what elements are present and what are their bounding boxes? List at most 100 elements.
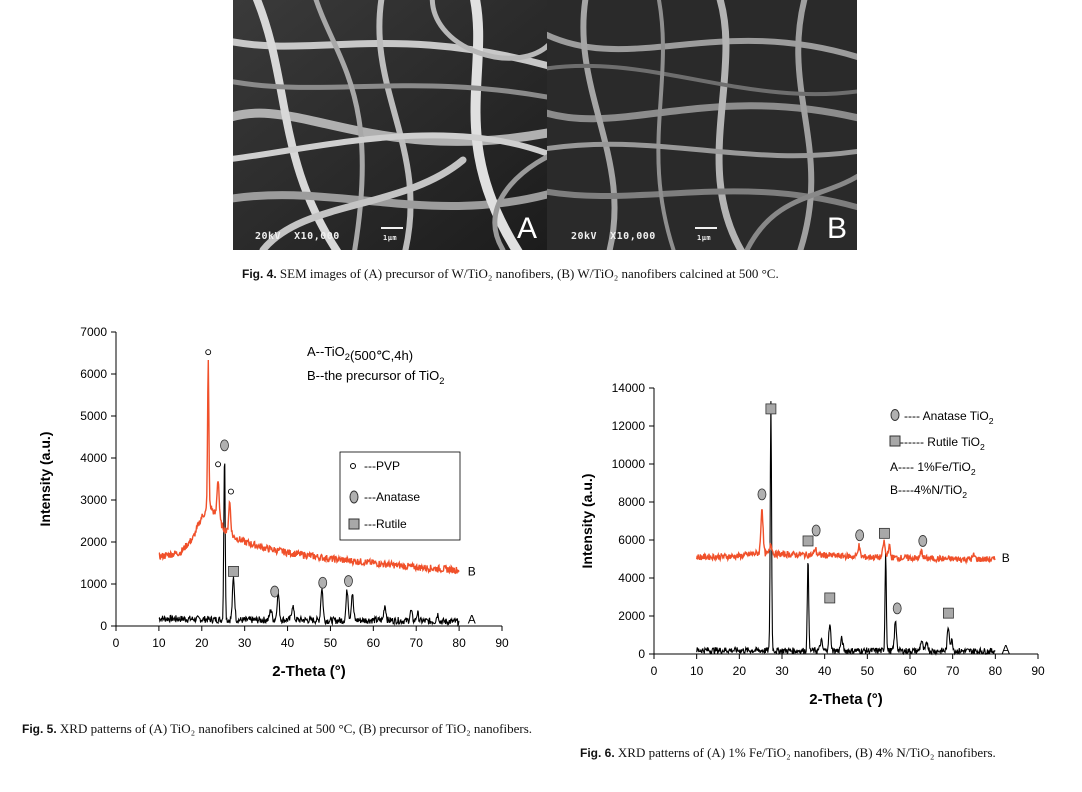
legend-label: ---PVP bbox=[364, 459, 400, 473]
legend-rutile-icon bbox=[348, 518, 360, 530]
y-tick-label: 5000 bbox=[80, 409, 107, 423]
x-tick-label: 0 bbox=[651, 664, 658, 678]
fig5-xrd-chart: 0 1000 2000 3000 4000 5000 6000 7000 0 10 20 30 40 50… bbox=[37, 325, 509, 680]
y-tick-label: 7000 bbox=[80, 325, 107, 339]
legend-label: ------ Rutile TiO2 bbox=[900, 435, 985, 452]
fig5-caption: Fig. 5. XRD patterns of (A) TiO₂ nanofib… bbox=[22, 721, 542, 737]
y-tick-label: 8000 bbox=[618, 495, 645, 509]
y-tick-label: 4000 bbox=[618, 571, 645, 585]
panel-letter-a: A bbox=[516, 212, 537, 245]
legend-rutile-icon bbox=[889, 435, 901, 447]
x-tick-label: 70 bbox=[410, 636, 424, 650]
fig4-caption-label: Fig. 4. bbox=[242, 267, 277, 281]
y-tick-label: 4000 bbox=[80, 451, 107, 465]
series-label-A: A bbox=[468, 613, 476, 627]
rutile-marker bbox=[228, 565, 239, 577]
rutile-marker bbox=[802, 535, 814, 547]
legend-label: ---Rutile bbox=[364, 517, 407, 531]
series-B-line bbox=[158, 359, 460, 575]
y-tick-label: 10000 bbox=[612, 457, 646, 471]
pvp-marker bbox=[215, 461, 222, 468]
fig6-caption-label: Fig. 6. bbox=[580, 746, 615, 760]
x-tick-label: 30 bbox=[775, 664, 789, 678]
anatase-marker bbox=[270, 585, 280, 598]
x-tick-label: 90 bbox=[1031, 664, 1045, 678]
x-tick-label: 80 bbox=[452, 636, 466, 650]
x-tick-label: 70 bbox=[946, 664, 960, 678]
series-B-line bbox=[696, 509, 996, 565]
x-tick-label: 40 bbox=[818, 664, 832, 678]
y-tick-label: 2000 bbox=[618, 609, 645, 623]
y-tick-label: 0 bbox=[638, 647, 645, 661]
legend-label: ---Anatase bbox=[364, 490, 420, 504]
annotation-b: B--the precursor of TiO2 bbox=[307, 368, 444, 386]
rutile-marker bbox=[824, 592, 836, 604]
rutile-marker bbox=[878, 527, 890, 539]
scale-label-b: 1μm bbox=[697, 234, 712, 242]
anatase-marker bbox=[757, 488, 767, 501]
x-tick-label: 50 bbox=[324, 636, 338, 650]
x-tick-label: 20 bbox=[195, 636, 209, 650]
rutile-marker bbox=[942, 607, 954, 619]
legend-box bbox=[339, 451, 461, 541]
sem-fiber-texture-a bbox=[233, 0, 547, 250]
sem-image-a: 20kV X10,000 1μm A bbox=[233, 0, 547, 250]
series-label-A: A bbox=[1002, 642, 1010, 656]
series-label-B: B bbox=[468, 564, 476, 578]
series-label-B: B bbox=[1002, 551, 1010, 565]
x-tick-label: 60 bbox=[367, 636, 381, 650]
fig6-caption: Fig. 6. XRD patterns of (A) 1% Fe/TiO₂ n… bbox=[580, 745, 1080, 761]
y-tick-label: 1000 bbox=[80, 577, 107, 591]
anatase-marker bbox=[344, 575, 353, 587]
legend-anatase-icon bbox=[349, 490, 359, 504]
y-tick-label: 0 bbox=[100, 619, 107, 633]
y-tick-label: 14000 bbox=[612, 381, 646, 395]
x-tick-label: 80 bbox=[989, 664, 1003, 678]
pvp-marker bbox=[205, 349, 212, 356]
sem-info-b: 20kV X10,000 bbox=[571, 231, 656, 242]
y-tick-label: 6000 bbox=[80, 367, 107, 381]
fig6-xrd-chart: 0 2000 4000 6000 8000 10000 12000 14000 0 10 20 30 4… bbox=[579, 381, 1045, 708]
x-tick-label: 0 bbox=[113, 636, 120, 650]
y-axis-title: Intensity (a.u.) bbox=[579, 474, 595, 569]
y-tick-label: 6000 bbox=[618, 533, 645, 547]
legend-anatase-icon bbox=[890, 409, 900, 421]
x-tick-label: 90 bbox=[495, 636, 509, 650]
anatase-marker bbox=[918, 535, 928, 547]
rutile-marker bbox=[765, 403, 777, 415]
fig5-caption-text: XRD patterns of (A) TiO₂ nanofibers calc… bbox=[59, 721, 532, 736]
sem-fiber-texture-b bbox=[547, 0, 857, 250]
fig5-caption-label: Fig. 5. bbox=[22, 722, 57, 736]
fig4-caption-text: SEM images of (A) precursor of W/TiO₂ na… bbox=[279, 266, 779, 281]
sem-image-b: 20kV X10,000 1μm B bbox=[547, 0, 857, 250]
y-axis-title: Intensity (a.u.) bbox=[37, 432, 53, 527]
legend-pvp-icon bbox=[350, 463, 356, 469]
y-tick-label: 12000 bbox=[612, 419, 646, 433]
fig4-caption: Fig. 4. SEM images of (A) precursor of W… bbox=[242, 266, 882, 282]
panel-letter-b: B bbox=[826, 212, 847, 245]
legend-label: A---- 1%Fe/TiO2 bbox=[890, 460, 976, 477]
scale-bar-a bbox=[381, 227, 403, 238]
x-tick-label: 30 bbox=[238, 636, 252, 650]
series-A-line bbox=[696, 401, 996, 656]
series-A-line bbox=[158, 463, 460, 627]
x-tick-label: 50 bbox=[861, 664, 875, 678]
pvp-marker bbox=[227, 488, 234, 495]
anatase-marker bbox=[892, 602, 902, 615]
sem-info-a: 20kV X10,000 bbox=[255, 231, 340, 242]
x-tick-label: 60 bbox=[903, 664, 917, 678]
annotation-a: A--TiO2(500℃,4h) bbox=[307, 344, 413, 363]
y-tick-label: 3000 bbox=[80, 493, 107, 507]
anatase-marker bbox=[855, 529, 865, 542]
anatase-marker bbox=[318, 576, 328, 589]
x-tick-label: 40 bbox=[281, 636, 295, 650]
x-tick-label: 20 bbox=[733, 664, 747, 678]
x-axis-title: 2-Theta (°) bbox=[809, 691, 883, 708]
legend-label: ---- Anatase TiO2 bbox=[904, 409, 994, 426]
x-tick-label: 10 bbox=[152, 636, 166, 650]
scale-label-a: 1μm bbox=[383, 234, 398, 242]
y-tick-label: 2000 bbox=[80, 535, 107, 549]
legend-label: B----4%N/TiO2 bbox=[890, 483, 967, 500]
fig6-caption-text: XRD patterns of (A) 1% Fe/TiO₂ nanofiber… bbox=[617, 745, 996, 760]
x-axis-title: 2-Theta (°) bbox=[272, 663, 346, 680]
